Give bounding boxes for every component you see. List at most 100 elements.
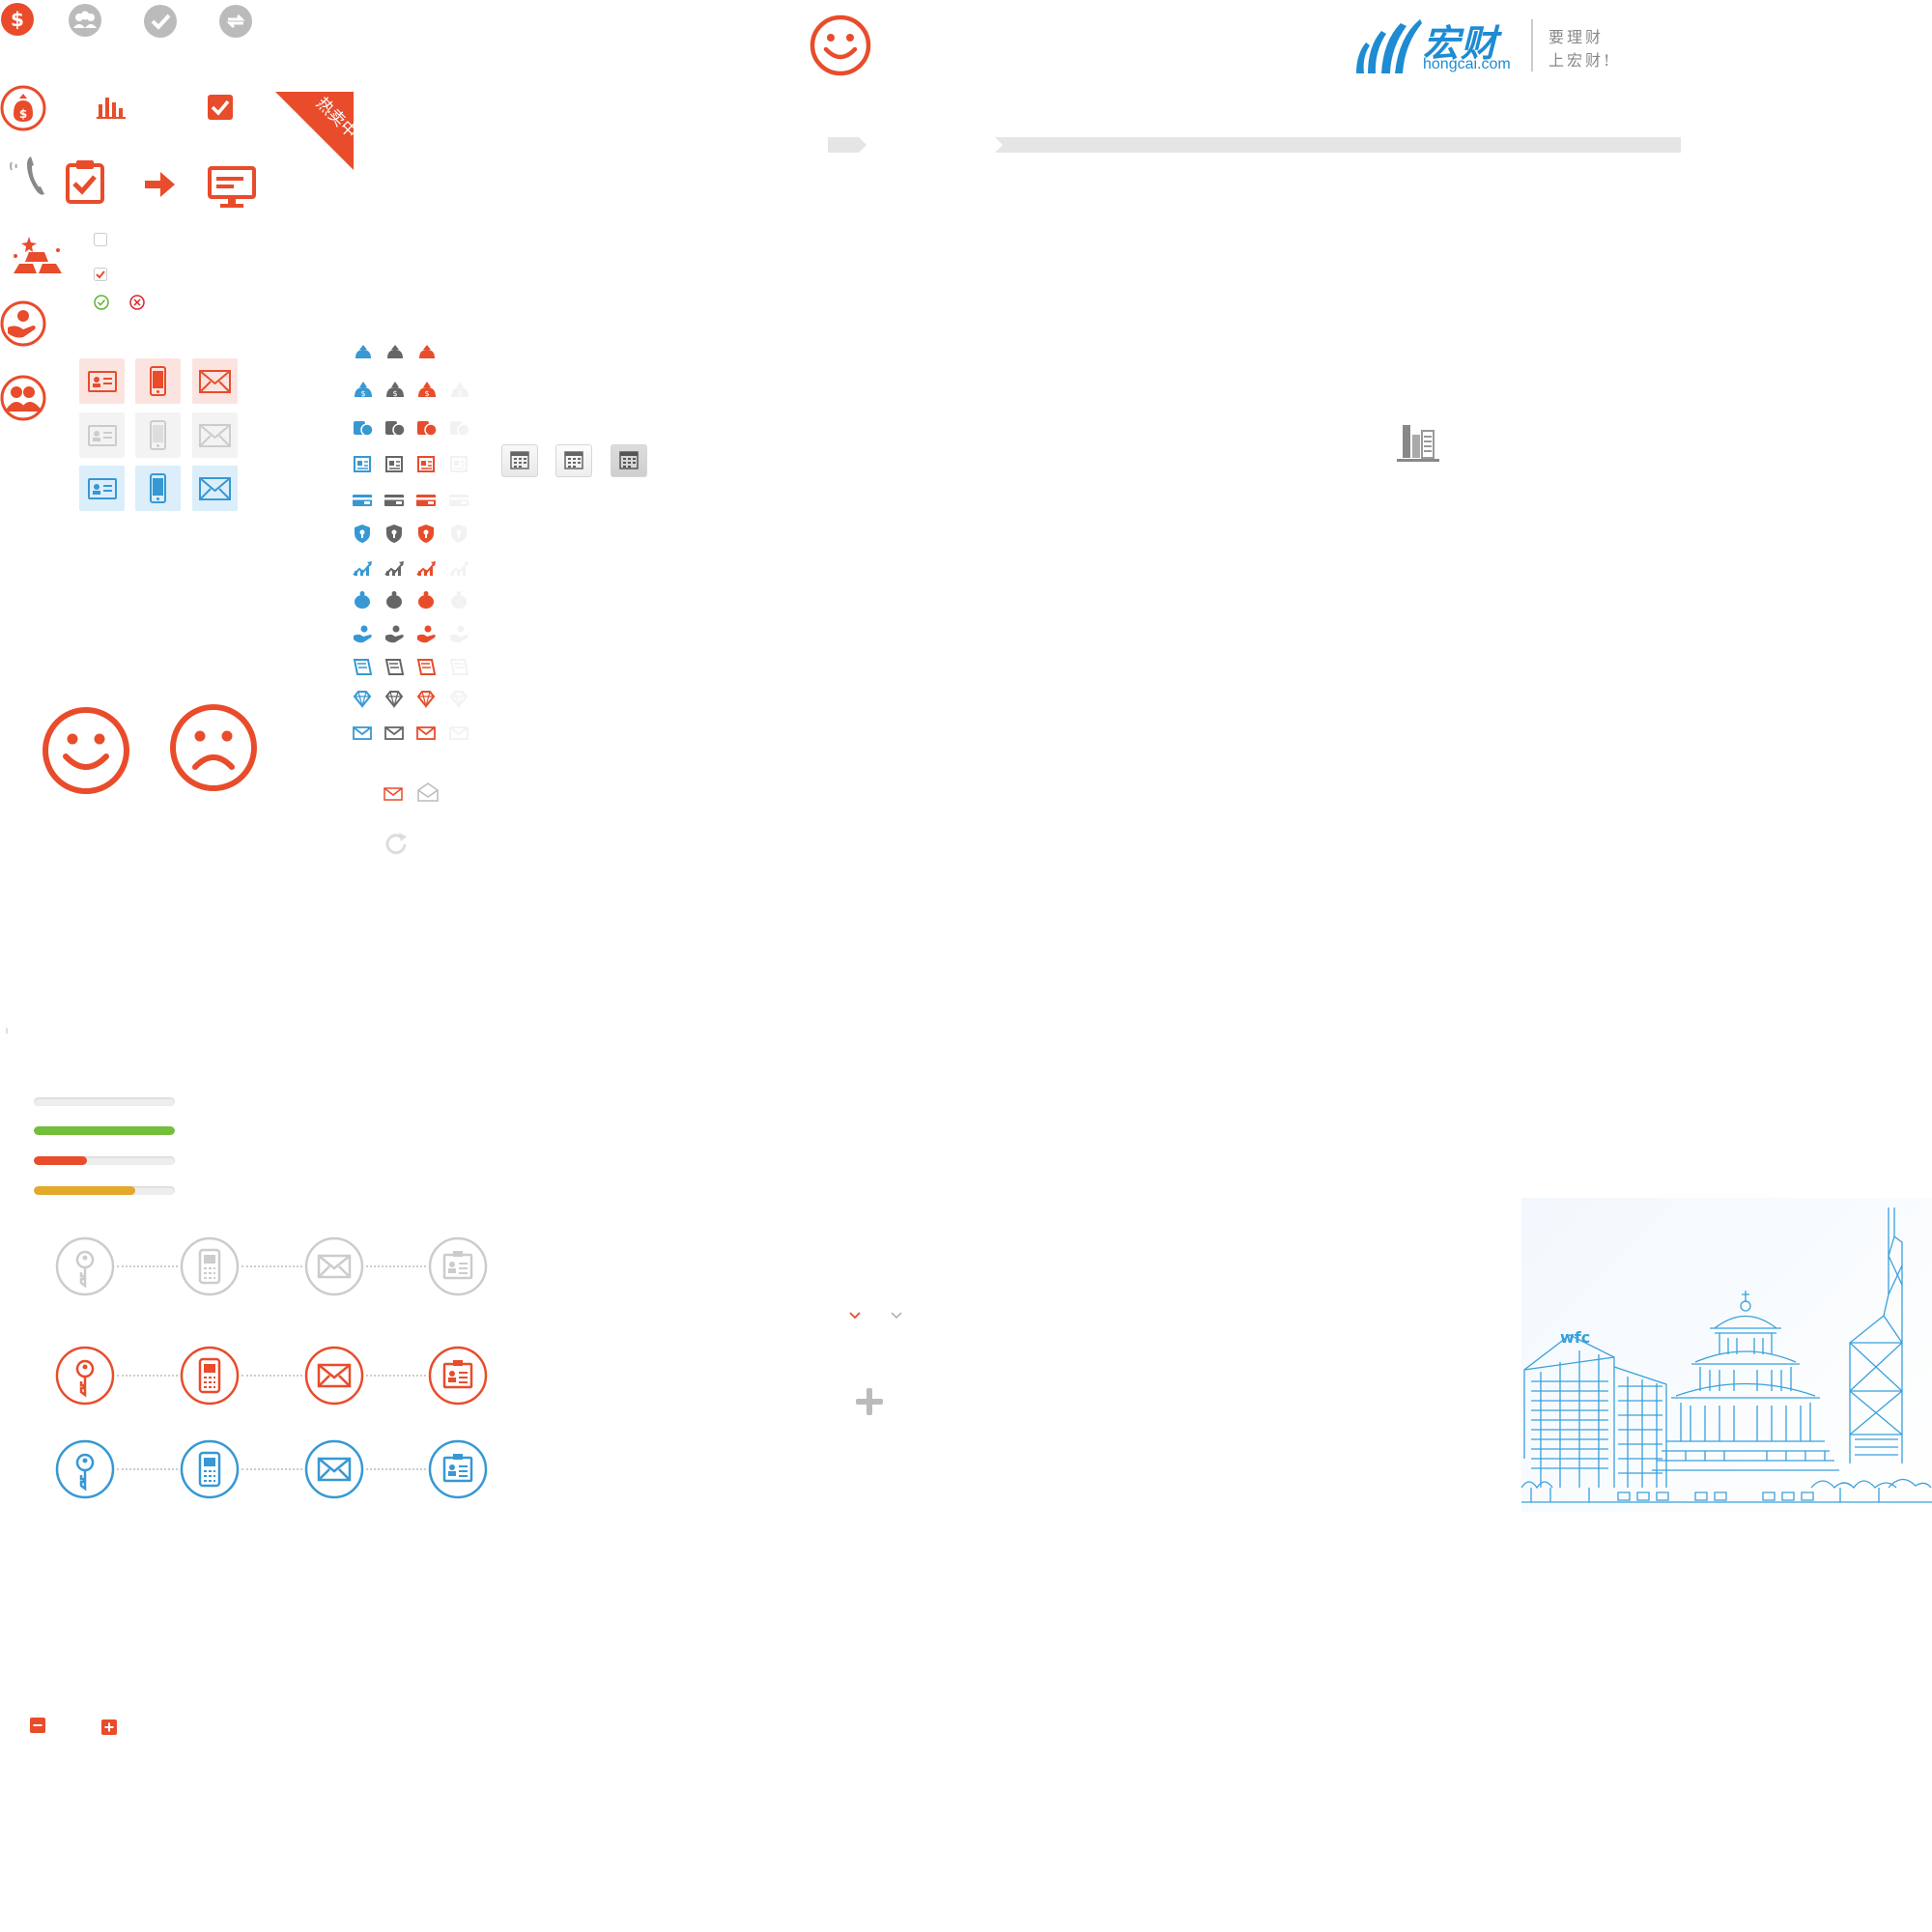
document-faint-icon — [448, 454, 469, 475]
progress-fill-low — [34, 1156, 88, 1165]
mail-open-gray-icon — [417, 782, 439, 802]
step-connector-blue — [117, 1468, 178, 1470]
step-blue-mobile-icon — [180, 1439, 240, 1499]
monitor-icon — [208, 166, 256, 210]
hand-coin-gray-icon — [384, 623, 405, 644]
people-round-icon — [0, 375, 46, 421]
logo-divider — [1531, 19, 1533, 71]
city-skyline-illustration: wfc — [1520, 1198, 1932, 1512]
bank-card-blue-icon — [352, 490, 373, 511]
ledger-faint-icon — [448, 656, 469, 677]
step-connector-blue — [366, 1468, 426, 1470]
mail-tile-gray — [192, 412, 238, 458]
error-cross-icon — [129, 295, 145, 310]
step-blue-key-icon — [55, 1439, 115, 1499]
step-connector-gray — [242, 1265, 302, 1267]
minus-button[interactable] — [30, 1718, 45, 1733]
group-users-icon — [68, 3, 102, 38]
mobile-tile-red — [135, 358, 181, 404]
success-check-icon — [94, 295, 109, 310]
step-gray-id-card-icon — [428, 1236, 488, 1296]
shield-gray-icon — [384, 523, 405, 544]
mail-blue-icon — [352, 723, 373, 744]
check-circle-icon — [143, 4, 178, 39]
money-bag-round-icon: $ — [0, 85, 46, 131]
plus-icon[interactable] — [854, 1386, 885, 1417]
checkbox-unchecked[interactable] — [94, 233, 107, 246]
step-gray-mail-icon — [304, 1236, 364, 1296]
sad-face-icon — [169, 703, 258, 792]
mail-tile-red — [192, 358, 238, 404]
step-blue-mail-icon — [304, 1439, 364, 1499]
step-gray-mobile-icon — [180, 1236, 240, 1296]
chevron-down-red-icon[interactable] — [849, 1312, 861, 1320]
svg-text:$: $ — [392, 389, 397, 398]
mail-gray-icon — [384, 723, 405, 744]
growth-chart-red-icon — [415, 556, 437, 578]
gray-long-bar — [995, 137, 1681, 153]
step-connector-gray — [366, 1265, 426, 1267]
happy-face-icon — [42, 706, 130, 795]
money-bag-blue-icon — [352, 341, 373, 362]
document-gray-icon — [384, 454, 405, 475]
mail-faint-icon — [448, 723, 469, 744]
plus-button[interactable] — [101, 1719, 117, 1735]
svg-text:$: $ — [457, 389, 462, 398]
coins-gray-icon — [384, 416, 406, 438]
mail-red-icon — [415, 723, 437, 744]
bank-card-gray-icon — [384, 490, 405, 511]
id-card-tile-gray — [79, 412, 125, 458]
smiley-small-icon — [810, 14, 871, 76]
step-red-mail-icon — [304, 1346, 364, 1406]
svg-text:$: $ — [360, 389, 365, 398]
step-connector-red — [117, 1375, 178, 1377]
refresh-circle-icon — [218, 4, 253, 39]
hongcai-logo-mark — [1352, 17, 1422, 75]
bank-card-faint-icon — [448, 490, 469, 511]
diamond-faint-icon — [448, 689, 469, 710]
logo-slogan-line1: 要理财 — [1548, 28, 1605, 46]
mail-tile-blue — [192, 466, 238, 511]
diamond-red-icon — [415, 689, 437, 710]
piggy-bank-gray-icon — [384, 590, 405, 611]
hand-coin-blue-icon — [352, 623, 373, 644]
ledger-blue-icon — [352, 656, 373, 677]
growth-chart-gray-icon — [384, 556, 405, 578]
money-bag-red-icon — [415, 341, 437, 362]
svg-text:$: $ — [19, 107, 27, 121]
clipboard-check-icon — [65, 159, 105, 204]
step-connector-blue — [242, 1468, 302, 1470]
mobile-tile-gray — [135, 412, 181, 458]
phone-ringing-icon — [8, 155, 50, 199]
shield-blue-icon — [352, 523, 373, 544]
money-bag-gray-icon — [384, 341, 405, 362]
bar-chart-icon — [97, 95, 126, 120]
hand-coin-faint-icon — [448, 623, 469, 644]
step-blue-id-card-icon — [428, 1439, 488, 1499]
diamond-gray-icon — [384, 689, 405, 710]
piggy-bank-faint-icon — [448, 590, 469, 611]
hand-coin-red-icon — [415, 623, 437, 644]
calendar-button-hover[interactable] — [555, 444, 592, 477]
progress-fill-complete — [34, 1126, 175, 1135]
growth-chart-blue-icon — [352, 556, 373, 578]
growth-chart-faint-icon — [448, 556, 469, 578]
calendar-button-normal[interactable] — [501, 444, 538, 477]
step-red-key-icon — [55, 1346, 115, 1406]
refresh-icon[interactable] — [383, 831, 410, 858]
gold-bars-icon — [10, 235, 66, 275]
logo-slogan-line2: 上宏财! — [1548, 51, 1613, 70]
logo-domain: hongcai.com — [1423, 56, 1511, 72]
arrow-right-icon — [145, 172, 176, 197]
ledger-red-icon — [415, 656, 437, 677]
calendar-button-active[interactable] — [611, 444, 647, 477]
chevron-down-gray-icon[interactable] — [891, 1312, 902, 1320]
progress-bar-low — [34, 1156, 175, 1165]
dollar-coin-icon: $ — [0, 2, 35, 37]
money-bag-dollar-gray-icon: $ — [384, 379, 405, 400]
checkbox-checked-large-icon — [208, 95, 233, 120]
hot-sale-ribbon — [275, 92, 354, 170]
checkbox-checked[interactable] — [94, 268, 107, 281]
logo-name: 宏财 — [1423, 22, 1499, 65]
progress-bar-empty — [34, 1097, 175, 1106]
